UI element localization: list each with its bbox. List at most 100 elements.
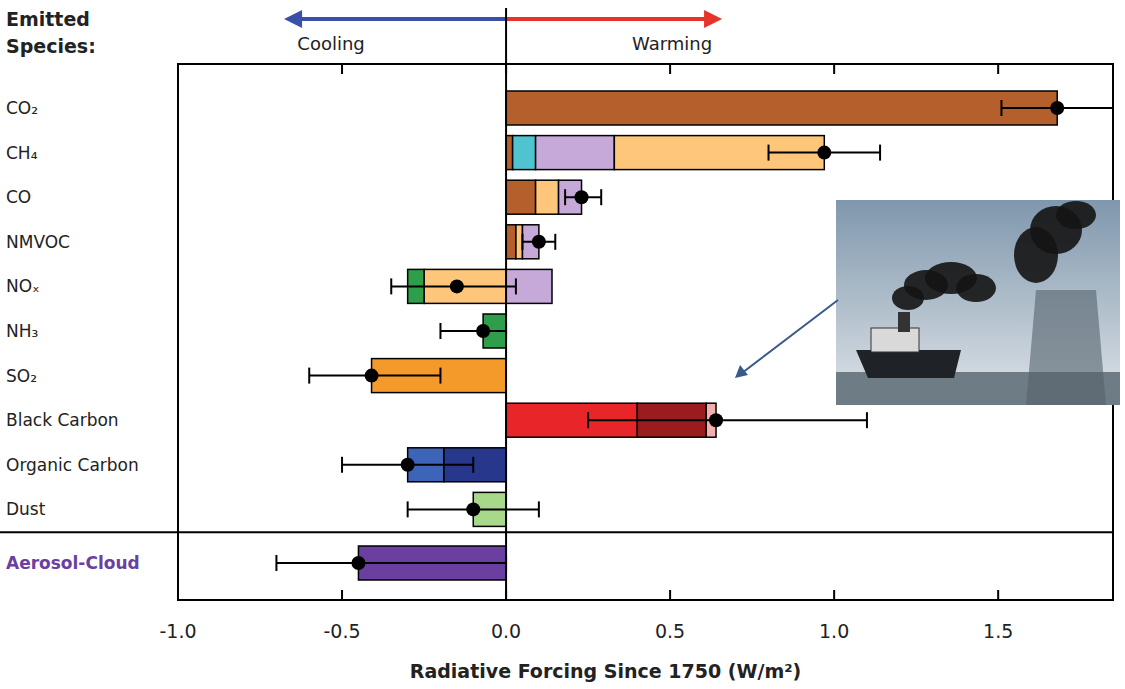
error-bar [408,501,539,517]
zero-line [505,8,507,600]
error-cap [564,189,566,205]
category-label: NOₓ [6,276,40,296]
x-tick-label: 1.5 [983,620,1013,642]
category-label: Dust [6,499,46,519]
error-line [588,419,867,421]
ship-photo [836,200,1120,405]
total-dot [365,369,379,383]
ship-hull [856,350,961,378]
category-label: CH₄ [6,143,38,163]
total-dot [709,413,723,427]
error-bar [309,368,440,384]
error-cap [600,189,602,205]
group-separator [0,531,1113,533]
x-tick-top [669,64,671,74]
total-dot [1050,101,1064,115]
error-cap [866,412,868,428]
x-tick-top [833,64,835,74]
error-cap [515,278,517,294]
category-label: Aerosol-Cloud [6,553,140,573]
photo-arrow [742,300,838,373]
cooling-arrowhead [284,10,302,28]
category-label: NH₃ [6,321,38,341]
ship-bridge [871,328,919,352]
total-dot [532,235,546,249]
y-axis-title: Emitted Species: [6,8,96,57]
error-bar [391,278,516,294]
error-line [440,330,506,332]
x-tick [341,590,343,600]
error-bar [276,555,506,571]
chart-container: Cooling Warming Emitted Species: -1.0 -0.5 0.0… [0,0,1125,689]
error-bar [588,412,867,428]
bar-segment [506,91,1057,125]
x-tick [177,590,179,600]
error-bar [342,457,473,473]
x-tick-label: -0.5 [323,620,360,642]
x-tick-label: 0.0 [491,620,521,642]
category-label: NMVOC [6,232,70,252]
chart-svg: Cooling Warming Emitted Species: -1.0 -0.5 0.0… [0,0,1125,689]
bar-segment [516,225,523,259]
error-cap [390,278,392,294]
total-dot [575,190,589,204]
error-bar [1001,100,1113,116]
x-tick-label: -1.0 [159,620,196,642]
bar-segment [536,136,615,170]
warming-arrow [506,17,708,21]
bar-segment [513,136,536,170]
port-crane [1026,290,1106,405]
error-cap [521,234,523,250]
total-dot [466,502,480,516]
x-tick [997,590,999,600]
x-tick-label: 1.0 [819,620,849,642]
x-tick-label: 0.5 [655,620,685,642]
total-dot [817,146,831,160]
x-tick-top [177,64,179,74]
x-tick-top [997,64,999,74]
smoke-puff [956,274,996,302]
warming-label: Warming [632,33,712,54]
total-dot [476,324,490,338]
x-tick [833,590,835,600]
error-cap [587,412,589,428]
error-cap [538,501,540,517]
photo-arrowhead [735,365,748,378]
error-cap [308,368,310,384]
x-tick-top [341,64,343,74]
total-dot [401,458,415,472]
x-tick [669,590,671,600]
category-label: SO₂ [6,366,37,386]
error-bar [565,189,601,205]
error-cap [472,457,474,473]
error-cap [1112,100,1113,116]
cooling-label: Cooling [297,33,364,54]
cooling-arrow [296,17,506,21]
bar-segment [536,180,559,214]
error-cap [275,555,277,571]
bar-segment [506,225,516,259]
error-cap [439,368,441,384]
error-cap [768,145,770,161]
category-label: CO [6,187,31,207]
error-bar [440,323,506,339]
warming-arrowhead [704,10,722,28]
x-axis-title: Radiative Forcing Since 1750 (W/m²) [410,660,801,682]
error-line [276,562,506,564]
category-label: Black Carbon [6,410,119,430]
bar-segment [506,180,536,214]
error-bar [769,145,881,161]
photo-sky [836,200,1120,405]
ship-funnel [898,312,910,332]
total-dot [351,556,365,570]
error-cap [1000,100,1002,116]
error-bar [522,234,555,250]
y-axis-title-line: Species: [6,35,96,57]
smoke-puff [1056,201,1096,229]
error-cap [341,457,343,473]
category-label: Organic Carbon [6,455,139,475]
total-dot [450,279,464,293]
error-cap [554,234,556,250]
category-label: CO₂ [6,98,38,118]
y-axis-title-line: Emitted [6,8,90,30]
